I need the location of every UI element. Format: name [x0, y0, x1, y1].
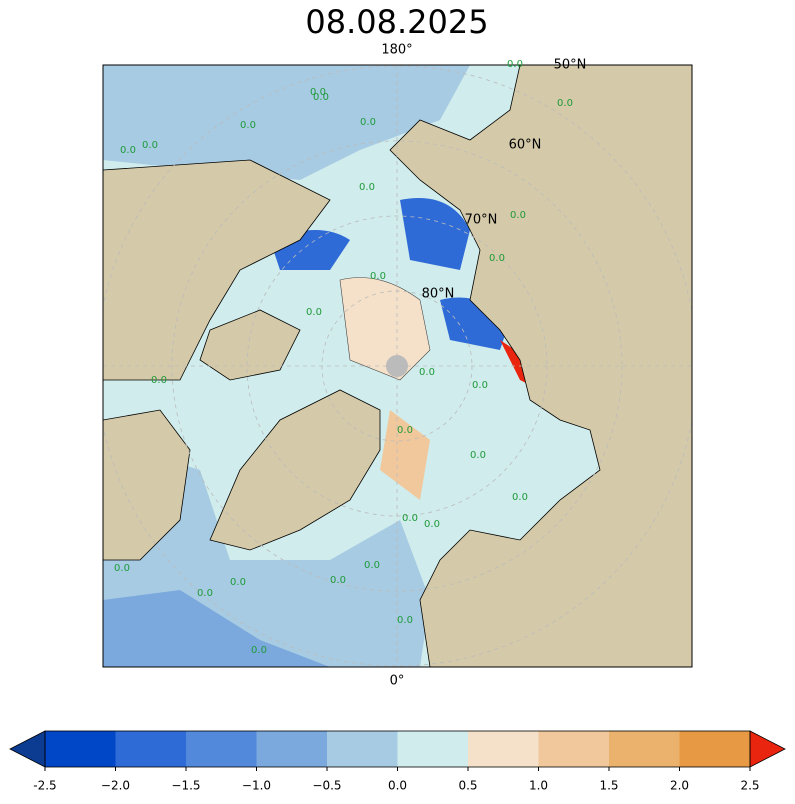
contour-label: 0.0 — [313, 92, 329, 103]
colorbar-tick-label: −2.0 — [101, 779, 130, 793]
contour-label: 0.0 — [251, 645, 267, 656]
colorbar-tick-label: −0.5 — [312, 779, 341, 793]
colorbar-extend-under — [9, 730, 46, 768]
contour-label: 0.0 — [489, 253, 505, 264]
latitude-label: 50°N — [554, 58, 587, 73]
contour-label: 0.0 — [397, 615, 413, 626]
colorbar-bin — [45, 731, 116, 767]
contour-label: 0.0 — [507, 59, 523, 70]
colorbar-tick-label: 1.5 — [599, 779, 618, 793]
latitude-label: 80°N — [422, 287, 455, 302]
colorbar-bin — [609, 731, 680, 767]
contour-label: 0.0 — [120, 145, 136, 156]
contour-label: 0.0 — [424, 519, 440, 530]
colorbar-bin — [115, 731, 186, 767]
meridian-label: 0° — [390, 674, 405, 689]
colorbar-tick-label: 2.5 — [740, 779, 759, 793]
colorbar-bin — [468, 731, 539, 767]
contour-label: 0.0 — [472, 380, 488, 391]
colorbar-tick-label: 2.0 — [670, 779, 689, 793]
contour-label: 0.0 — [364, 560, 380, 571]
contour-label: 0.0 — [370, 271, 386, 282]
contour-label: 0.0 — [557, 98, 573, 109]
contour-label: 0.0 — [512, 492, 528, 503]
colorbar-extend-over — [749, 730, 786, 768]
colorbar-tick-label: -2.5 — [33, 779, 56, 793]
latitude-label: 60°N — [509, 138, 542, 153]
latitude-label: 70°N — [465, 213, 498, 228]
contour-label: 0.0 — [397, 425, 413, 436]
map-frame — [102, 64, 693, 668]
colorbar-bin — [538, 731, 609, 767]
contour-label: 0.0 — [240, 120, 256, 131]
title: 08.08.2025 — [305, 3, 488, 41]
colorbar-bin — [679, 731, 750, 767]
colorbar-bin — [397, 731, 468, 767]
contour-label: 0.0 — [310, 87, 326, 98]
contour-label: 0.0 — [360, 117, 376, 128]
colorbar-tick-label: −1.5 — [171, 779, 200, 793]
contour-label: 0.0 — [510, 210, 526, 221]
contour-label: 0.0 — [151, 375, 167, 386]
colorbar-tick-label: 0.0 — [388, 779, 407, 793]
colorbar-tick-label: 1.0 — [529, 779, 548, 793]
contour-label: 0.0 — [359, 182, 375, 193]
colorbar-tick-label: −1.0 — [242, 779, 271, 793]
meridian-label: 180° — [381, 43, 412, 58]
colorbar: -2.5 −2.0 −1.5 −1.0 −0.5 0.0 0.5 1.0 1.5 2.0 2.5 — [9, 730, 786, 793]
contour-label: 0.0 — [470, 450, 486, 461]
contour-label: 0.0 — [114, 563, 130, 574]
contour-label: 0.0 — [330, 575, 346, 586]
contour-label: 0.0 — [142, 140, 158, 151]
contour-label: 0.0 — [306, 307, 322, 318]
colorbar-tick-label: 0.5 — [458, 779, 477, 793]
contour-label: 0.0 — [402, 513, 418, 524]
colorbar-bin — [327, 731, 398, 767]
contour-label: 0.0 — [197, 588, 213, 599]
contour-label: 0.0 — [419, 367, 435, 378]
contour-label: 0.0 — [230, 577, 246, 588]
colorbar-bin — [256, 731, 327, 767]
contour-labels: 0.0 0.00.0 0.00.00.00.00.00.00.00.00.00.00… — [114, 59, 573, 656]
colorbar-bin — [186, 731, 257, 767]
map — [103, 65, 692, 667]
